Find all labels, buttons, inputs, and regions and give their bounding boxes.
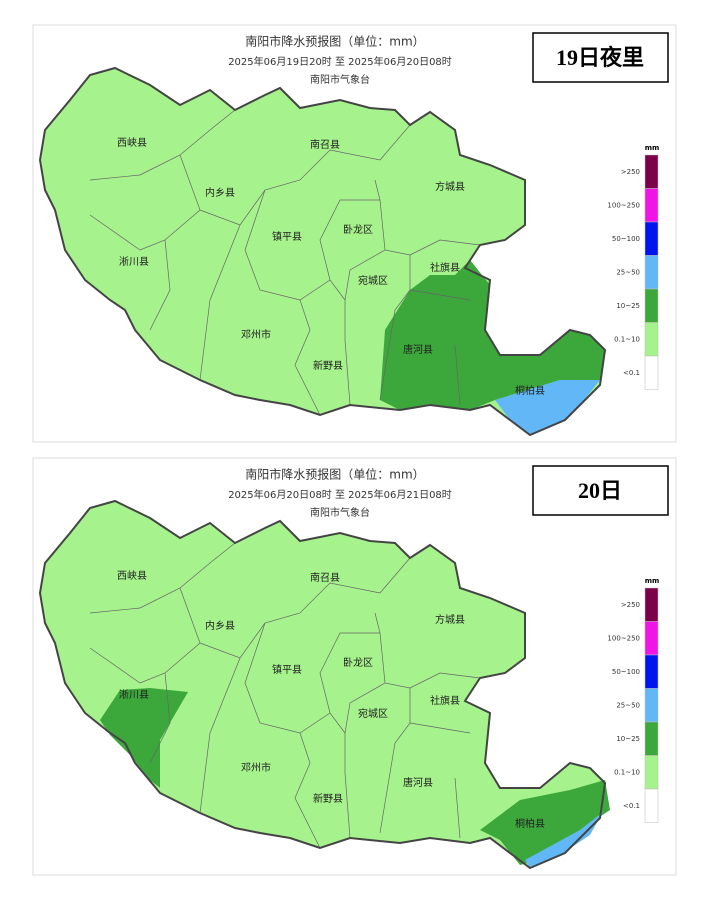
legend-label: 10~25: [616, 735, 640, 743]
legend-swatch: [644, 288, 659, 323]
rain-area: [380, 260, 605, 410]
county-label: 淅川县: [119, 689, 149, 701]
legend-swatch: [644, 688, 659, 723]
county-label: 邓州市: [241, 328, 271, 341]
tag-text: 19日夜里: [556, 45, 644, 70]
legend-swatch: [644, 587, 659, 622]
legend-label: 0.1~10: [614, 768, 640, 776]
legend-label: 50~100: [612, 235, 640, 243]
rain-area: [480, 780, 610, 865]
legend-swatch: [644, 788, 659, 823]
county-label: 宛城区: [358, 274, 388, 287]
county-label: 内乡县: [205, 186, 235, 199]
legend-label: >250: [621, 601, 640, 609]
map-source: 南阳市气象台: [310, 506, 370, 519]
legend-label: 100~250: [607, 634, 640, 642]
legend-label: >250: [621, 168, 640, 176]
tag-text: 20日: [578, 478, 622, 503]
county-label: 南召县: [310, 571, 340, 584]
legend-swatch: [644, 755, 659, 790]
legend-label: <0.1: [623, 802, 640, 810]
legend-label: 10~25: [616, 302, 640, 310]
county-label: 唐河县: [403, 343, 433, 356]
county-label: 唐河县: [403, 776, 433, 789]
county-label: 新野县: [313, 359, 343, 372]
legend-label: 25~50: [616, 701, 640, 709]
county-label: 卧龙区: [343, 656, 373, 669]
county-label: 邓州市: [241, 761, 271, 774]
county-label: 淅川县: [119, 256, 149, 268]
county-label: 桐柏县: [515, 817, 545, 830]
county-label: 宛城区: [358, 707, 388, 720]
county-label: 镇平县: [272, 663, 302, 676]
legend-label: 100~250: [607, 201, 640, 209]
county-label: 方城县: [435, 180, 465, 193]
rain-area: [495, 380, 600, 435]
rain-area: [100, 688, 188, 788]
county-label: 方城县: [435, 613, 465, 626]
legend-swatch: [644, 721, 659, 756]
legend-swatch: [644, 355, 659, 390]
legend-swatch: [644, 154, 659, 189]
legend-swatch: [644, 255, 659, 290]
map-title: 南阳市降水预报图（单位：mm）: [245, 34, 424, 49]
map-source: 南阳市气象台: [310, 73, 370, 86]
tag-box: [532, 32, 669, 83]
legend-swatch: [644, 621, 659, 656]
legend-label: 25~50: [616, 268, 640, 276]
legend-swatch: [644, 221, 659, 256]
panels: [32, 24, 677, 876]
overlay: 南阳市降水预报图（单位：mm） 2025年06月19日20时 至 2025年06月…: [39, 32, 669, 869]
map-title: 南阳市降水预报图（单位：mm）: [245, 467, 424, 482]
tag-box: [532, 465, 669, 516]
legend-label: <0.1: [623, 369, 640, 377]
county-label: 内乡县: [205, 619, 235, 632]
county-label: 卧龙区: [343, 223, 373, 236]
county-label: 南召县: [310, 138, 340, 151]
county-label: 桐柏县: [515, 384, 545, 397]
rain-area: [525, 812, 603, 868]
legend-unit: mm: [645, 144, 660, 152]
legend-swatch: [644, 322, 659, 357]
county-label: 镇平县: [272, 230, 302, 243]
legend-label: 0.1~10: [614, 335, 640, 343]
map-period: 2025年06月19日20时 至 2025年06月20日08时: [228, 55, 452, 68]
county-label: 西峡县: [117, 136, 147, 149]
county-label: 社旗县: [430, 261, 460, 274]
legend-swatch: [644, 188, 659, 223]
county-label: 西峡县: [117, 569, 147, 582]
legend-label: 50~100: [612, 668, 640, 676]
map-period: 2025年06月20日08时 至 2025年06月21日08时: [228, 488, 452, 501]
legend-unit: mm: [645, 577, 660, 585]
legend-swatch: [644, 654, 659, 689]
county-label: 新野县: [313, 792, 343, 805]
county-label: 社旗县: [430, 694, 460, 707]
